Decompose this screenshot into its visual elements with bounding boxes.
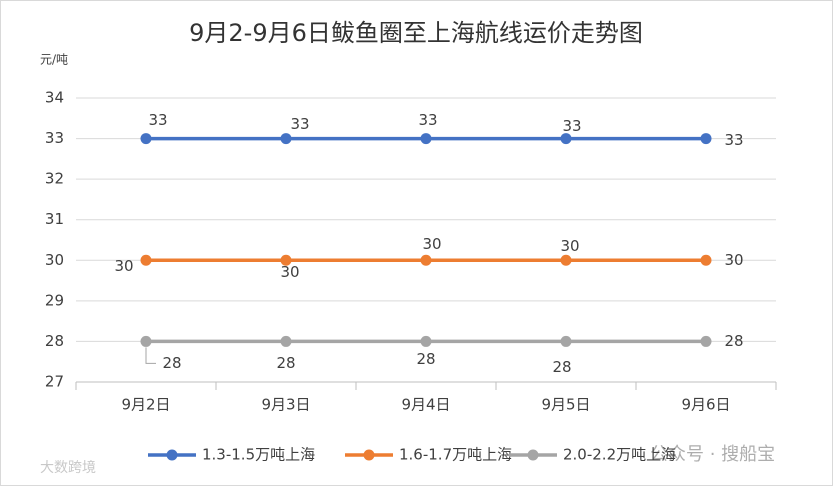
- y-tick-label: 28: [45, 332, 64, 350]
- data-label: 30: [280, 263, 299, 281]
- data-point: [700, 335, 712, 347]
- y-tick-label: 30: [45, 251, 64, 269]
- data-point: [700, 133, 712, 145]
- legend-label: 1.3-1.5万吨上海: [202, 446, 315, 464]
- data-label: 33: [418, 111, 437, 129]
- data-point: [560, 335, 572, 347]
- y-axis-label: 元/吨: [40, 53, 68, 67]
- data-label: 33: [290, 115, 309, 133]
- data-label: 33: [148, 111, 167, 129]
- legend-marker: [363, 449, 375, 461]
- data-label: 33: [562, 117, 581, 135]
- data-point: [420, 335, 432, 347]
- data-label: 30: [724, 251, 743, 269]
- x-tick-label: 9月3日: [261, 396, 310, 414]
- x-tick-label: 9月4日: [401, 396, 450, 414]
- watermark: 大数跨境: [40, 460, 96, 476]
- legend-label: 1.6-1.7万吨上海: [399, 446, 512, 464]
- label-leader: [145, 347, 156, 364]
- data-point: [700, 254, 712, 266]
- data-point: [560, 133, 572, 145]
- data-point: [420, 133, 432, 145]
- data-point: [280, 133, 292, 145]
- data-point: [140, 254, 152, 266]
- legend-marker: [166, 449, 178, 461]
- data-label: 30: [422, 235, 441, 253]
- data-label: 30: [560, 237, 579, 255]
- data-label: 30: [114, 257, 133, 275]
- watermark: 公众号 · 搜船宝: [650, 444, 775, 465]
- data-point: [560, 254, 572, 266]
- data-point: [140, 335, 152, 347]
- x-tick-label: 9月6日: [681, 396, 730, 414]
- data-label: 33: [724, 131, 743, 149]
- data-point: [140, 133, 152, 145]
- data-label: 28: [552, 358, 571, 376]
- y-tick-label: 32: [45, 170, 64, 188]
- data-point: [420, 254, 432, 266]
- data-label: 28: [162, 354, 181, 372]
- data-point: [280, 254, 292, 266]
- y-tick-label: 27: [45, 373, 64, 391]
- x-tick-label: 9月5日: [541, 396, 590, 414]
- x-tick-label: 9月2日: [121, 396, 170, 414]
- y-tick-label: 29: [45, 291, 64, 309]
- chart-title: 9月2-9月6日鲅鱼圈至上海航线运价走势图: [189, 19, 643, 47]
- y-tick-label: 31: [45, 210, 64, 228]
- legend-label: 2.0-2.2万吨上海: [563, 446, 676, 464]
- data-label: 28: [724, 332, 743, 350]
- y-tick-label: 33: [45, 129, 64, 147]
- data-label: 28: [416, 350, 435, 368]
- data-label: 28: [276, 354, 295, 372]
- data-point: [280, 335, 292, 347]
- legend-marker: [527, 449, 539, 461]
- y-tick-label: 34: [45, 89, 64, 107]
